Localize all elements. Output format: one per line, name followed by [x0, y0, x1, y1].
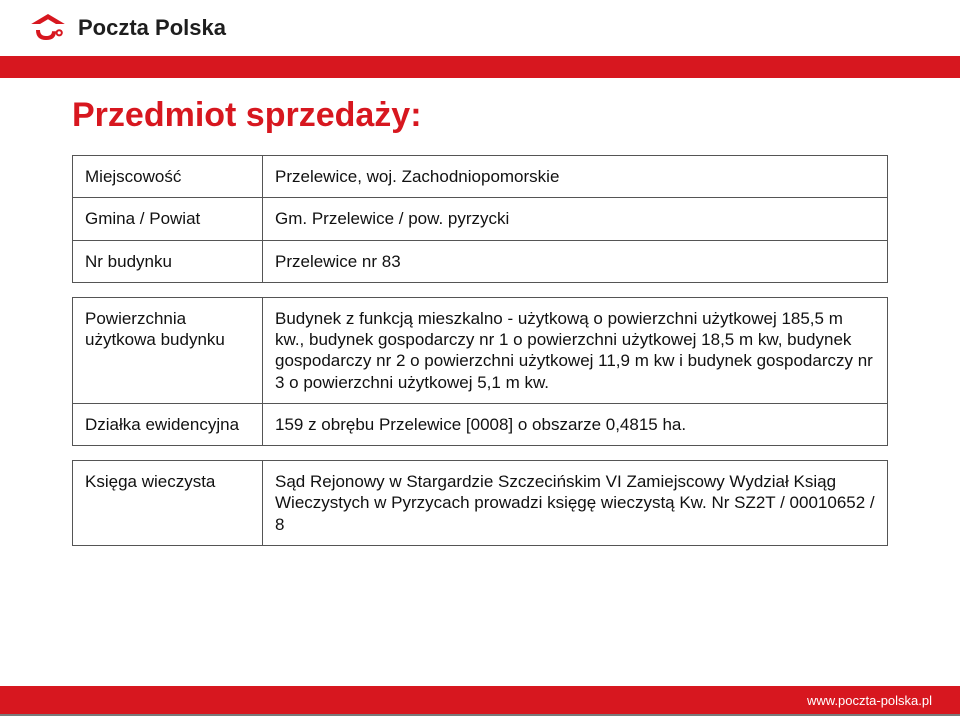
table-row: Miejscowość Przelewice, woj. Zachodniopo… — [73, 156, 888, 198]
cell-label: Powierzchnia użytkowa budynku — [73, 297, 263, 403]
page-title: Przedmiot sprzedaży: — [72, 96, 888, 135]
cell-label: Gmina / Powiat — [73, 198, 263, 240]
table-gap — [72, 446, 888, 460]
cell-value: 159 z obrębu Przelewice [0008] o obszarz… — [263, 403, 888, 445]
info-table-3: Księga wieczysta Sąd Rejonowy w Stargard… — [72, 460, 888, 546]
page: Poczta Polska Przedmiot sprzedaży: Miejs… — [0, 0, 960, 716]
logo-row: Poczta Polska — [0, 0, 960, 56]
content: Przedmiot sprzedaży: Miejscowość Przelew… — [0, 78, 960, 546]
cell-label: Księga wieczysta — [73, 461, 263, 546]
cell-value: Gm. Przelewice / pow. pyrzycki — [263, 198, 888, 240]
brand-name: Poczta Polska — [78, 15, 226, 41]
header: Poczta Polska — [0, 0, 960, 78]
cell-value: Sąd Rejonowy w Stargardzie Szczecińskim … — [263, 461, 888, 546]
info-table-2: Powierzchnia użytkowa budynku Budynek z … — [72, 297, 888, 446]
table-row: Nr budynku Przelewice nr 83 — [73, 240, 888, 282]
table-row: Księga wieczysta Sąd Rejonowy w Stargard… — [73, 461, 888, 546]
table-row: Powierzchnia użytkowa budynku Budynek z … — [73, 297, 888, 403]
cell-label: Nr budynku — [73, 240, 263, 282]
table-gap — [72, 283, 888, 297]
table-row: Gmina / Powiat Gm. Przelewice / pow. pyr… — [73, 198, 888, 240]
footer-url[interactable]: www.poczta-polska.pl — [807, 693, 932, 708]
footer: www.poczta-polska.pl — [0, 686, 960, 716]
info-table-1: Miejscowość Przelewice, woj. Zachodniopo… — [72, 155, 888, 283]
cell-value: Budynek z funkcją mieszkalno - użytkową … — [263, 297, 888, 403]
table-row: Działka ewidencyjna 159 z obrębu Przelew… — [73, 403, 888, 445]
poczta-polska-logo-icon — [28, 8, 68, 48]
header-accent-bar — [0, 56, 960, 78]
footer-bar: www.poczta-polska.pl — [0, 686, 960, 714]
cell-value: Przelewice, woj. Zachodniopomorskie — [263, 156, 888, 198]
cell-label: Działka ewidencyjna — [73, 403, 263, 445]
cell-label: Miejscowość — [73, 156, 263, 198]
cell-value: Przelewice nr 83 — [263, 240, 888, 282]
